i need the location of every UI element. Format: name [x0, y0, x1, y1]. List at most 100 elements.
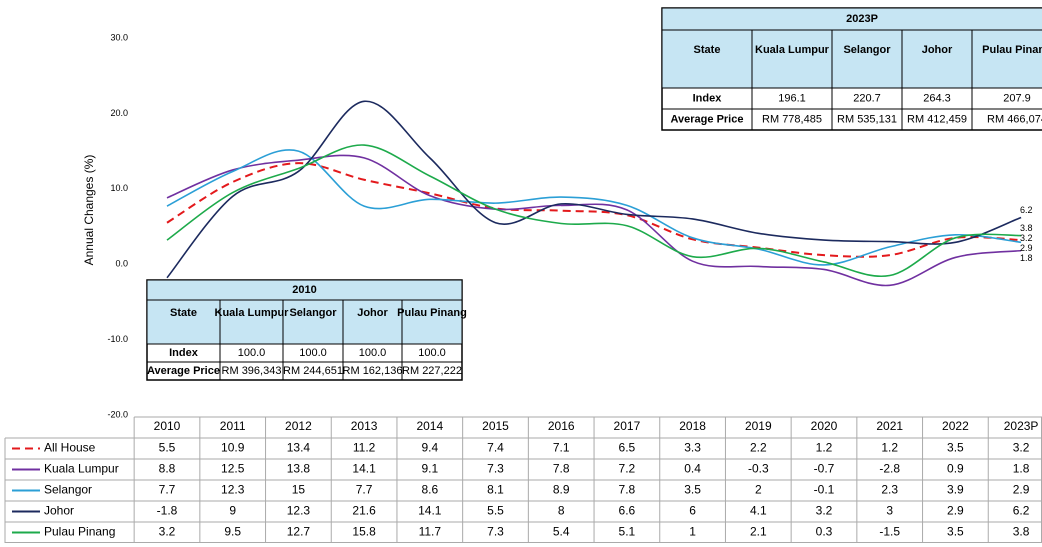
table-cell: 13.4 — [287, 441, 311, 455]
table-cell: 2.1 — [750, 525, 767, 539]
inset-cell: RM 227,222 — [402, 365, 462, 377]
table-cell: 1.2 — [816, 441, 833, 455]
table-cell: 6.2 — [1013, 504, 1030, 518]
table-cell: 3.5 — [947, 525, 964, 539]
inset-header: State — [170, 307, 197, 319]
table-cell: 9 — [229, 504, 236, 518]
table-cell: 0.9 — [947, 462, 964, 476]
table-cell: 13.8 — [287, 462, 311, 476]
inset-cell: RM 466,074 — [987, 113, 1042, 125]
table-cell: 9.4 — [421, 441, 438, 455]
y-tick-label: -20.0 — [107, 409, 128, 419]
table-cell: 12.5 — [221, 462, 245, 476]
table-cell: 21.6 — [352, 504, 376, 518]
inset-table-title: 2010 — [292, 284, 316, 296]
table-header: 2022 — [942, 419, 969, 433]
end-label: 6.2 — [1020, 205, 1033, 215]
table-cell: 10.9 — [221, 441, 245, 455]
table-cell: 7.1 — [553, 441, 570, 455]
end-label: 1.8 — [1020, 253, 1033, 263]
table-cell: 3.5 — [684, 483, 701, 497]
inset-cell: 100.0 — [238, 347, 266, 359]
table-cell: 7.8 — [553, 462, 570, 476]
series-line — [166, 154, 1022, 287]
table-cell: 5.1 — [619, 525, 636, 539]
table-cell: 7.8 — [619, 483, 636, 497]
inset-cell: RM 778,485 — [762, 113, 822, 125]
inset-header: Selangor — [843, 44, 891, 56]
series-line — [166, 162, 1022, 258]
y-tick-label: 0.0 — [115, 259, 128, 269]
inset-table-head — [146, 279, 463, 345]
inset-cell: 100.0 — [418, 347, 446, 359]
table-cell: 12.7 — [287, 525, 311, 539]
inset-cell: RM 396,343 — [222, 365, 282, 377]
legend-label: All House — [44, 441, 96, 455]
table-cell: 2.3 — [881, 483, 898, 497]
table-cell: -0.1 — [814, 483, 835, 497]
table-cell: 1.8 — [1013, 462, 1030, 476]
table-header: 2016 — [548, 419, 575, 433]
table-cell: 1.2 — [881, 441, 898, 455]
table-cell: 15 — [292, 483, 306, 497]
end-label: 3.8 — [1020, 223, 1033, 233]
table-cell: 12.3 — [221, 483, 245, 497]
legend-label: Johor — [44, 504, 74, 518]
table-cell: 4.1 — [750, 504, 767, 518]
table-cell: -2.8 — [879, 462, 900, 476]
legend-label: Pulau Pinang — [44, 525, 115, 539]
table-cell: 7.3 — [487, 462, 504, 476]
inset-cell: 207.9 — [1003, 92, 1031, 104]
table-cell: 2.9 — [1013, 483, 1030, 497]
y-tick-label: 30.0 — [110, 32, 128, 42]
inset-cell: RM 412,459 — [907, 113, 967, 125]
inset-cell: RM 162,136 — [343, 365, 403, 377]
end-label: 2.9 — [1020, 243, 1033, 253]
table-cell: 14.1 — [352, 462, 376, 476]
inset-header: Kuala Lumpur — [755, 44, 830, 56]
inset-cell: RM 535,131 — [837, 113, 897, 125]
inset-cell: Index — [693, 92, 723, 104]
series-line — [166, 100, 1022, 279]
inset-header: Johor — [922, 44, 953, 56]
table-header: 2013 — [351, 419, 378, 433]
table-cell: -1.8 — [157, 504, 178, 518]
table-cell: -1.5 — [879, 525, 900, 539]
inset-cell: 220.7 — [853, 92, 881, 104]
table-cell: 3 — [886, 504, 893, 518]
table-header: 2020 — [811, 419, 838, 433]
table-header: 2019 — [745, 419, 772, 433]
table-cell: 7.4 — [487, 441, 504, 455]
table-cell: 7.2 — [619, 462, 636, 476]
inset-cell: 100.0 — [359, 347, 387, 359]
table-cell: 3.5 — [947, 441, 964, 455]
inset-cell: Average Price — [671, 113, 744, 125]
table-cell: 7.7 — [356, 483, 373, 497]
y-tick-label: 20.0 — [110, 108, 128, 118]
table-cell: 1 — [689, 525, 696, 539]
legend-label: Selangor — [44, 483, 92, 497]
table-cell: 8.1 — [487, 483, 504, 497]
inset-cell: 264.3 — [923, 92, 951, 104]
inset-cell: RM 244,651 — [283, 365, 343, 377]
table-cell: 12.3 — [287, 504, 311, 518]
table-cell: 9.5 — [224, 525, 241, 539]
table-header: 2011 — [220, 419, 246, 433]
table-cell: 7.7 — [159, 483, 176, 497]
inset-header: Pulau Pinang — [982, 44, 1042, 56]
table-cell: 3.2 — [159, 525, 176, 539]
table-cell: 11.7 — [419, 525, 442, 539]
y-axis-label: Annual Changes (%) — [82, 155, 96, 266]
table-cell: 6.6 — [619, 504, 636, 518]
table-header: 2017 — [614, 419, 641, 433]
table-cell: 5.5 — [159, 441, 176, 455]
series-line — [166, 144, 1022, 278]
table-cell: 8.9 — [553, 483, 570, 497]
table-cell: 6 — [689, 504, 696, 518]
y-tick-label: 10.0 — [110, 183, 128, 193]
inset-header: State — [694, 44, 721, 56]
table-header: 2012 — [285, 419, 312, 433]
table-cell: 15.8 — [352, 525, 376, 539]
table-cell: 5.5 — [487, 504, 504, 518]
